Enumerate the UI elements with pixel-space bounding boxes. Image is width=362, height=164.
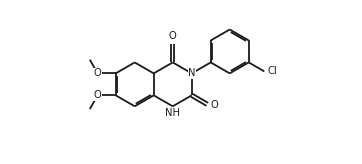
Text: NH: NH [165,108,180,118]
Text: N: N [188,68,196,78]
Text: O: O [94,90,102,100]
Text: O: O [210,100,218,110]
Text: Cl: Cl [268,66,277,76]
Text: O: O [169,31,177,41]
Text: O: O [94,68,102,78]
